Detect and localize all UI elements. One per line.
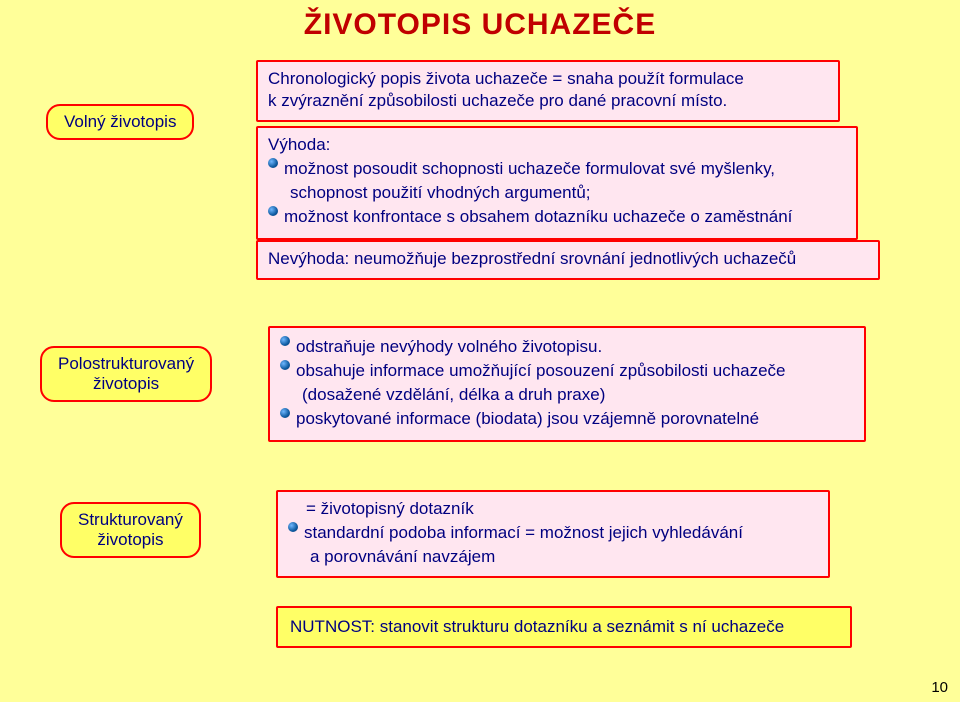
bullet-icon	[288, 522, 298, 532]
bullet-icon	[280, 360, 290, 370]
text-line: standardní podoba informací = možnost je…	[304, 522, 743, 544]
text-heading: Výhoda:	[268, 134, 846, 156]
text-line: Nevýhoda: neumožňuje bezprostřední srovn…	[268, 248, 868, 270]
text-line: poskytované informace (biodata) jsou vzá…	[296, 408, 759, 430]
box-strukturovany: = životopisný dotazník standardní podoba…	[276, 490, 830, 578]
box-polostrukturovany: odstraňuje nevýhody volného životopisu. …	[268, 326, 866, 442]
text-line: možnost konfrontace s obsahem dotazníku …	[284, 206, 792, 228]
slide: ŽIVOTOPIS UCHAZEČE Volný životopis Chron…	[0, 0, 960, 702]
text-line: odstraňuje nevýhody volného životopisu.	[296, 336, 602, 358]
text-line: (dosažené vzdělání, délka a druh praxe)	[280, 384, 854, 406]
bullet-item: obsahuje informace umožňující posouzení …	[280, 360, 854, 382]
text-line: a porovnávání navzájem	[288, 546, 818, 568]
box-volny-chronologicky: Chronologický popis života uchazeče = sn…	[256, 60, 840, 122]
label-volny-zivotopis: Volný životopis	[46, 104, 194, 140]
slide-title: ŽIVOTOPIS UCHAZEČE	[0, 8, 960, 42]
text-line: = životopisný dotazník	[288, 498, 818, 520]
text-line: možnost posoudit schopnosti uchazeče for…	[284, 158, 775, 180]
text-line: k zvýraznění způsobilosti uchazeče pro d…	[268, 90, 828, 112]
text-line: Chronologický popis života uchazeče = sn…	[268, 68, 828, 90]
bullet-item: odstraňuje nevýhody volného životopisu.	[280, 336, 854, 358]
page-number: 10	[931, 679, 948, 696]
bullet-icon	[268, 206, 278, 216]
text-line: obsahuje informace umožňující posouzení …	[296, 360, 786, 382]
text-line: NUTNOST: stanovit strukturu dotazníku a …	[290, 617, 784, 636]
bullet-item: poskytované informace (biodata) jsou vzá…	[280, 408, 854, 430]
label-strukturovany: Strukturovaný životopis	[60, 502, 201, 558]
text-line: schopnost použití vhodných argumentů;	[268, 182, 846, 204]
bullet-item: možnost konfrontace s obsahem dotazníku …	[268, 206, 846, 228]
box-nutnost: NUTNOST: stanovit strukturu dotazníku a …	[276, 606, 852, 648]
bullet-icon	[280, 408, 290, 418]
bullet-icon	[280, 336, 290, 346]
bullet-icon	[268, 158, 278, 168]
bullet-item: možnost posoudit schopnosti uchazeče for…	[268, 158, 846, 180]
box-volny-nevyhoda: Nevýhoda: neumožňuje bezprostřední srovn…	[256, 240, 880, 280]
label-polostrukturovany: Polostrukturovaný životopis	[40, 346, 212, 402]
box-volny-vyhoda: Výhoda: možnost posoudit schopnosti ucha…	[256, 126, 858, 240]
bullet-item: standardní podoba informací = možnost je…	[288, 522, 818, 544]
